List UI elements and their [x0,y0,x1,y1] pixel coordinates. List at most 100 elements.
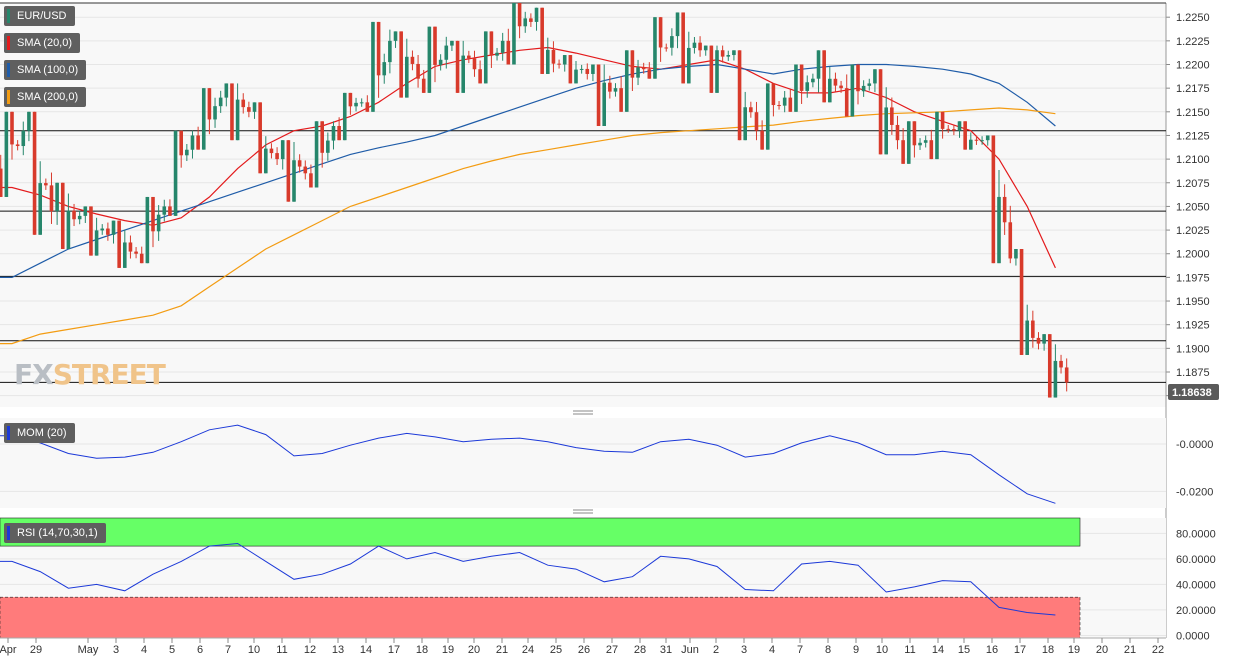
candle-body [382,62,387,76]
candle-body [940,111,945,129]
time-tick-label: May [78,644,99,656]
candle-body [692,42,697,48]
time-tick-label: 29 [30,644,42,656]
candle-body [658,17,663,48]
candle-body [754,112,759,131]
candle-body [619,88,623,112]
candle-body [207,88,212,120]
time-tick-label: 15 [958,644,970,656]
candle-body [55,182,59,212]
candle-body [624,50,629,112]
candle-body [636,67,640,78]
candle-body [1008,222,1013,259]
candle-body [557,63,561,65]
candle-body [461,55,465,93]
candle-body [230,83,234,141]
candle-body [794,64,798,112]
time-tick-label: 16 [986,644,998,656]
sma200-color-bar [7,90,10,104]
candle-body [765,83,770,150]
mom-legend-text: MOM (20) [17,427,67,439]
candle-body [326,140,330,153]
time-tick-label: 11 [904,644,915,656]
candle-body [901,140,905,164]
candle-body [309,173,313,188]
rsi-legend[interactable]: RSI (14,70,30,1) [4,523,106,543]
time-tick-label: 21 [1124,644,1136,656]
rsi-line [0,542,1056,616]
candle-body [805,82,810,91]
candle-body [540,7,544,74]
candle-body [179,130,183,156]
candle-body [878,69,883,155]
candle-body [32,111,37,235]
candle-body [1025,320,1029,355]
candle-body [123,242,127,268]
candle-body [111,220,116,235]
price-tick-label: 1.2050 [1176,201,1210,213]
time-tick-label: 4 [769,644,775,656]
time-tick-label: 26 [578,644,590,656]
sma100-legend[interactable]: SMA (100,0) [4,60,87,80]
candle-body [173,130,178,216]
candle-body [467,55,471,59]
candle-body [681,12,685,84]
price-tick-label: 1.2000 [1176,249,1210,261]
candle-body [134,251,138,254]
mom-line [0,424,1056,504]
candle-body [861,85,866,92]
rsi-tick-label: 40.0000 [1176,579,1216,591]
sma100-color-bar [7,63,10,77]
candle-body [145,196,150,264]
main-gridlines [0,16,1166,397]
candle-body [641,67,646,70]
mom-legend[interactable]: MOM (20) [4,423,75,443]
splitter-1[interactable] [573,410,593,415]
time-tick-label: 19 [1068,644,1080,656]
candle-body [895,124,900,141]
splitter-2[interactable] [573,509,593,514]
price-tick-label: 1.1900 [1176,343,1210,355]
candle-body [106,228,110,235]
candle-body [190,135,195,150]
candle-body [833,78,838,86]
candle-body [608,82,612,92]
time-tick-label: 18 [416,644,428,656]
candle-body [574,69,578,84]
candle-body [258,102,262,174]
sma200-legend[interactable]: SMA (200,0) [4,87,87,107]
candle-body [94,230,99,256]
candle-body [523,18,528,27]
candle-body [906,121,911,164]
sma20-line [0,46,1056,269]
symbol-label[interactable]: EUR/USD [4,6,75,26]
candle-body [83,206,88,216]
price-tick-label: 1.1875 [1176,367,1210,379]
time-tick-label: 20 [1096,644,1108,656]
candle-body [957,121,962,131]
price-tick-label: 1.2025 [1176,225,1210,237]
time-tick-label: 17 [388,644,400,656]
candle-body [591,64,595,74]
candle-body [534,7,539,22]
candle-body [156,214,161,232]
candle-body [269,148,274,154]
candle-body [985,135,990,141]
time-tick-label: 5 [169,644,175,656]
sma200-line [0,107,1056,345]
candle-body [867,83,872,86]
candle-body [969,139,973,150]
time-tick-label: 24 [522,644,534,656]
sma20-legend[interactable]: SMA (20,0) [4,33,81,53]
candle-body [709,45,714,93]
time-tick-label: 25 [550,644,562,656]
mom-axis: -0.0000 -0.0200 [1176,439,1213,498]
candle-body [297,160,302,167]
time-tick-label: 22 [1152,644,1164,656]
candle-body [1014,248,1018,259]
candle-body [359,102,364,104]
time-tick-label: 4 [141,644,147,656]
time-axis: Apr 29 May 3 4 5 6 7 10 11 12 13 14 17 18 19 20 21 24 25 26 2… [0,638,1164,656]
candle-body [720,50,725,57]
